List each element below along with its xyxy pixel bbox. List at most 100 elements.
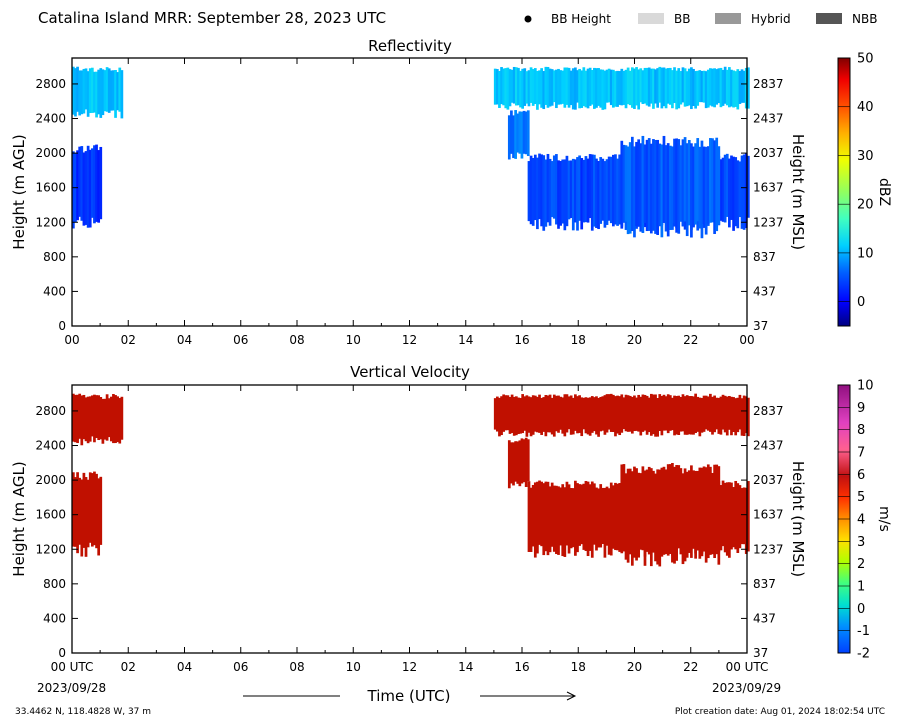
echo-column xyxy=(725,69,729,106)
y-tick-label-right: 437 xyxy=(753,284,776,298)
echo-column xyxy=(723,482,727,553)
echo-column xyxy=(645,67,649,106)
echo-column xyxy=(692,396,695,435)
echo-column xyxy=(734,157,738,227)
echo-column xyxy=(715,69,719,105)
echo-column xyxy=(502,394,506,432)
echo-column xyxy=(599,69,603,108)
echo-column xyxy=(696,138,700,222)
echo-column xyxy=(652,394,655,435)
echo-column xyxy=(647,138,651,231)
echo-column xyxy=(736,397,740,433)
echo-column xyxy=(512,115,515,159)
x-tick-label: 12 xyxy=(402,333,417,347)
echo-column xyxy=(694,143,697,225)
y-tick-label: 2400 xyxy=(35,112,66,126)
x-tick-label: 12 xyxy=(402,660,417,674)
echo-column xyxy=(683,396,687,435)
echo-column xyxy=(652,139,655,231)
colorbar-tick-label: -1 xyxy=(857,624,870,639)
echo-column xyxy=(656,469,660,565)
echo-column xyxy=(601,487,605,544)
echo-column xyxy=(574,394,577,431)
echo-column xyxy=(673,395,676,436)
echo-column xyxy=(531,69,535,106)
echo-column xyxy=(540,397,543,435)
echo-column xyxy=(639,143,643,232)
echo-column xyxy=(696,470,700,551)
echo-column xyxy=(586,481,590,557)
echo-column xyxy=(603,395,607,435)
legend-hybrid-label: Hybrid xyxy=(751,12,791,26)
x-tick-label: 20 xyxy=(627,660,642,674)
echo-column xyxy=(523,68,527,106)
echo-column xyxy=(536,396,539,433)
echo-column xyxy=(99,146,103,220)
echo-column xyxy=(567,396,571,430)
colorbar-tick-label: 30 xyxy=(857,149,874,164)
echo-column xyxy=(588,154,592,219)
plot-creation-date: Plot creation date: Aug 01, 2024 18:02:5… xyxy=(675,707,885,717)
echo-column xyxy=(527,396,531,433)
echo-column xyxy=(550,161,554,218)
echo-column xyxy=(533,482,537,558)
echo-column xyxy=(736,483,740,553)
legend-bb-swatch xyxy=(638,13,664,24)
echo-column xyxy=(717,146,721,225)
echo-column xyxy=(618,71,622,105)
reflectivity-ylabel-left: Height (m AGL) xyxy=(10,134,28,249)
echo-column xyxy=(576,396,579,434)
echo-column xyxy=(744,67,748,109)
echo-column xyxy=(635,141,638,227)
echo-column xyxy=(593,67,596,109)
echo-column xyxy=(725,153,729,217)
echo-column xyxy=(512,66,516,104)
echo-column xyxy=(649,143,653,234)
echo-column xyxy=(740,155,744,229)
x-tick-label: 18 xyxy=(571,333,586,347)
echo-column xyxy=(548,394,552,433)
echo-column xyxy=(590,396,594,433)
echo-column xyxy=(563,67,567,108)
echo-column xyxy=(639,68,643,103)
y-tick-label-right: 1237 xyxy=(753,542,784,556)
echo-column xyxy=(626,146,630,235)
x-tick-label: 04 xyxy=(177,333,192,347)
y-tick-label: 2800 xyxy=(35,77,66,91)
velocity-colorbar-ticks: -2 -1 0 1 2 3 4 5 6 7 8 9 10 xyxy=(838,379,874,662)
x-tick-label: 00 UTC xyxy=(726,660,769,674)
y-tick-label-right: 2037 xyxy=(753,146,784,160)
echo-column xyxy=(694,71,697,109)
figure-title: Catalina Island MRR: September 28, 2023 … xyxy=(38,9,386,27)
echo-column xyxy=(72,393,75,442)
echo-column xyxy=(687,470,691,553)
echo-column xyxy=(88,396,92,442)
echo-column xyxy=(522,110,526,154)
echo-column xyxy=(116,72,120,111)
echo-column xyxy=(637,139,641,227)
reflectivity-panel: Reflectivity 00 02 04 06 08 10 12 14 16 18 20 22 000… xyxy=(10,37,892,347)
echo-column xyxy=(614,396,617,437)
echo-column xyxy=(525,71,529,104)
echo-column xyxy=(643,67,647,104)
x-tick-label: 16 xyxy=(514,333,529,347)
echo-column xyxy=(618,396,622,436)
echo-column xyxy=(721,157,725,222)
echo-column xyxy=(658,394,662,432)
echo-column xyxy=(612,394,615,433)
echo-column xyxy=(639,473,643,549)
echo-column xyxy=(565,481,569,546)
echo-column xyxy=(605,69,609,103)
reflectivity-colorbar-ticks: 0 10 20 30 40 50 xyxy=(838,52,874,310)
echo-column xyxy=(116,396,120,443)
echo-column xyxy=(635,397,638,431)
echo-column xyxy=(664,396,668,431)
echo-column xyxy=(719,396,723,435)
echo-column xyxy=(546,66,550,108)
echo-column xyxy=(86,396,90,444)
echo-column xyxy=(698,467,702,559)
echo-column xyxy=(747,397,750,437)
echo-column xyxy=(711,396,714,435)
echo-column xyxy=(555,154,558,225)
echo-column xyxy=(622,144,626,223)
